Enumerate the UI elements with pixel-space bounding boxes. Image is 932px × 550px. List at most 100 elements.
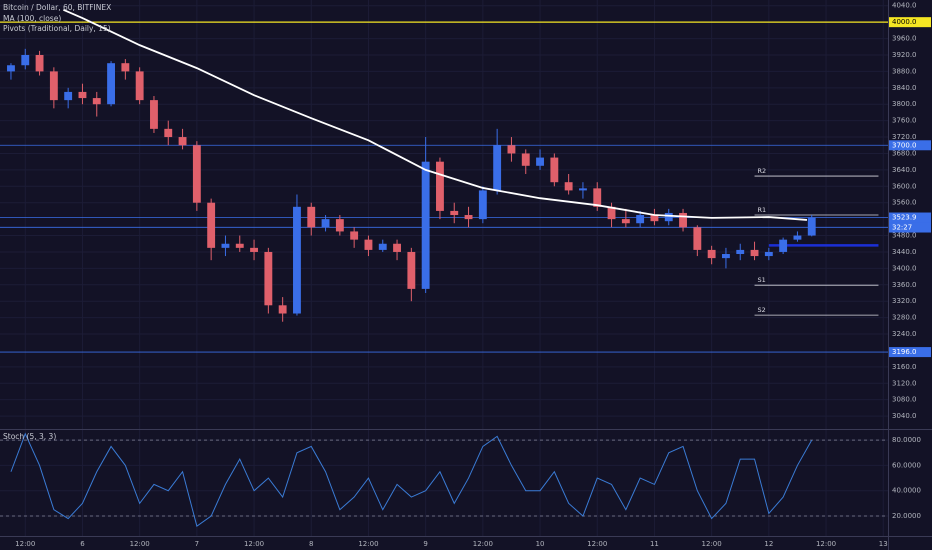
- candle-body: [164, 128, 173, 138]
- candle-body: [664, 212, 673, 222]
- y-tick-label: 3720.0: [892, 133, 917, 141]
- pivot-label: R2: [758, 167, 767, 175]
- stoch-title: Stoch (5, 3, 3): [3, 432, 56, 441]
- candle-body: [579, 188, 587, 191]
- y-tick-label: 3640.0: [892, 166, 917, 174]
- candle-body: [150, 100, 158, 129]
- candle-body: [178, 137, 187, 146]
- y-tick-label: 3920.0: [892, 51, 917, 59]
- y-tick-label: 3160.0: [892, 363, 917, 371]
- x-tick-label: 10: [536, 540, 545, 548]
- candle-body: [350, 231, 359, 240]
- y-tick-label: 3360.0: [892, 281, 917, 289]
- candle-body: [807, 217, 816, 236]
- y-tick-label: 3760.0: [892, 117, 917, 125]
- candle-body: [7, 65, 15, 72]
- x-tick-label: 12:00: [244, 540, 264, 548]
- symbol-title: Bitcoin / Dollar, 60, BITFINEX: [3, 3, 111, 12]
- candle-body: [679, 212, 687, 228]
- candle-body: [464, 215, 473, 220]
- main-plot: R2 R1 S1 S2: [0, 9, 888, 353]
- x-tick-label: 8: [309, 540, 313, 548]
- candle-body: [321, 219, 330, 228]
- price-label-bg: [889, 347, 931, 358]
- x-tick-label: 12:00: [358, 540, 378, 548]
- y-tick-label: 3960.0: [892, 35, 917, 43]
- y-tick-label: 3560.0: [892, 199, 917, 207]
- countdown: 32:27: [892, 224, 912, 232]
- candle-body: [722, 254, 730, 259]
- y-tick-label: 3240.0: [892, 330, 917, 338]
- y-tick-label: 40.0000: [892, 487, 921, 495]
- x-tick-label: 11: [650, 540, 659, 548]
- candle-body: [49, 71, 58, 101]
- candle-body: [192, 145, 201, 203]
- candle-body: [693, 227, 702, 250]
- candle-body: [793, 235, 802, 240]
- candle-body: [264, 251, 273, 306]
- x-tick-label: 12:00: [816, 540, 836, 548]
- stoch-line: [10, 432, 813, 527]
- y-tick-label: 3680.0: [892, 149, 917, 157]
- candle-body: [35, 54, 44, 72]
- candle-body: [607, 206, 616, 220]
- candle-body: [235, 243, 244, 248]
- candle-body: [92, 98, 101, 105]
- y-tick-label: 4040.0: [892, 2, 917, 10]
- y-tick-label: 3400.0: [892, 264, 917, 272]
- candle-body: [564, 182, 573, 191]
- candle-body: [436, 161, 444, 211]
- candle-body: [135, 71, 144, 101]
- candle-body: [64, 91, 73, 101]
- y-tick-label: 3600.0: [892, 182, 917, 190]
- candle-body: [779, 239, 788, 252]
- candle-body: [78, 91, 87, 99]
- y-tick-label: 3840.0: [892, 84, 917, 92]
- candle-body: [521, 153, 530, 166]
- candle-body: [550, 157, 559, 183]
- pivot-label: R1: [758, 206, 767, 214]
- y-tick-label: 3320.0: [892, 297, 917, 305]
- candle-body: [250, 247, 258, 252]
- x-tick-label: 12: [764, 540, 773, 548]
- candle-body: [450, 210, 459, 216]
- candle-body: [278, 305, 287, 314]
- candle-body: [207, 202, 216, 248]
- price-label-bg: [889, 212, 931, 223]
- candle-body: [293, 206, 301, 314]
- indicator-label: Pivots (Traditional, Daily, 15): [3, 24, 111, 33]
- candle-body: [21, 54, 30, 66]
- candle-body: [121, 63, 130, 72]
- candle-body: [107, 63, 115, 105]
- x-tick-label: 12:00: [15, 540, 35, 548]
- candle-body: [221, 243, 230, 248]
- y-tick-label: 60.0000: [892, 461, 921, 469]
- candle-body: [507, 145, 516, 154]
- x-tick-label: 12:00: [702, 540, 722, 548]
- pivot-label: S1: [758, 276, 766, 284]
- candle-body: [307, 206, 316, 228]
- candle-body: [393, 243, 401, 252]
- candle-body: [364, 239, 373, 250]
- y-tick-label: 3800.0: [892, 100, 917, 108]
- price-label: 3700.0: [892, 141, 917, 149]
- candle-body: [378, 243, 387, 250]
- y-tick-label: 3280.0: [892, 314, 917, 322]
- x-tick-label: 12:00: [130, 540, 150, 548]
- candle-body: [636, 215, 645, 224]
- candle-body: [650, 215, 659, 222]
- x-tick-label: 7: [195, 540, 199, 548]
- candle-body: [736, 249, 745, 255]
- candle-body: [621, 219, 630, 224]
- candle-body: [335, 219, 344, 232]
- y-tick-label: 80.0000: [892, 436, 921, 444]
- price-label: 4000.0: [892, 18, 917, 26]
- countdown-bg: [889, 222, 931, 233]
- price-label: 3523.9: [892, 214, 917, 222]
- candle-body: [707, 249, 716, 259]
- y-tick-label: 3440.0: [892, 248, 917, 256]
- ma-line: [63, 9, 808, 221]
